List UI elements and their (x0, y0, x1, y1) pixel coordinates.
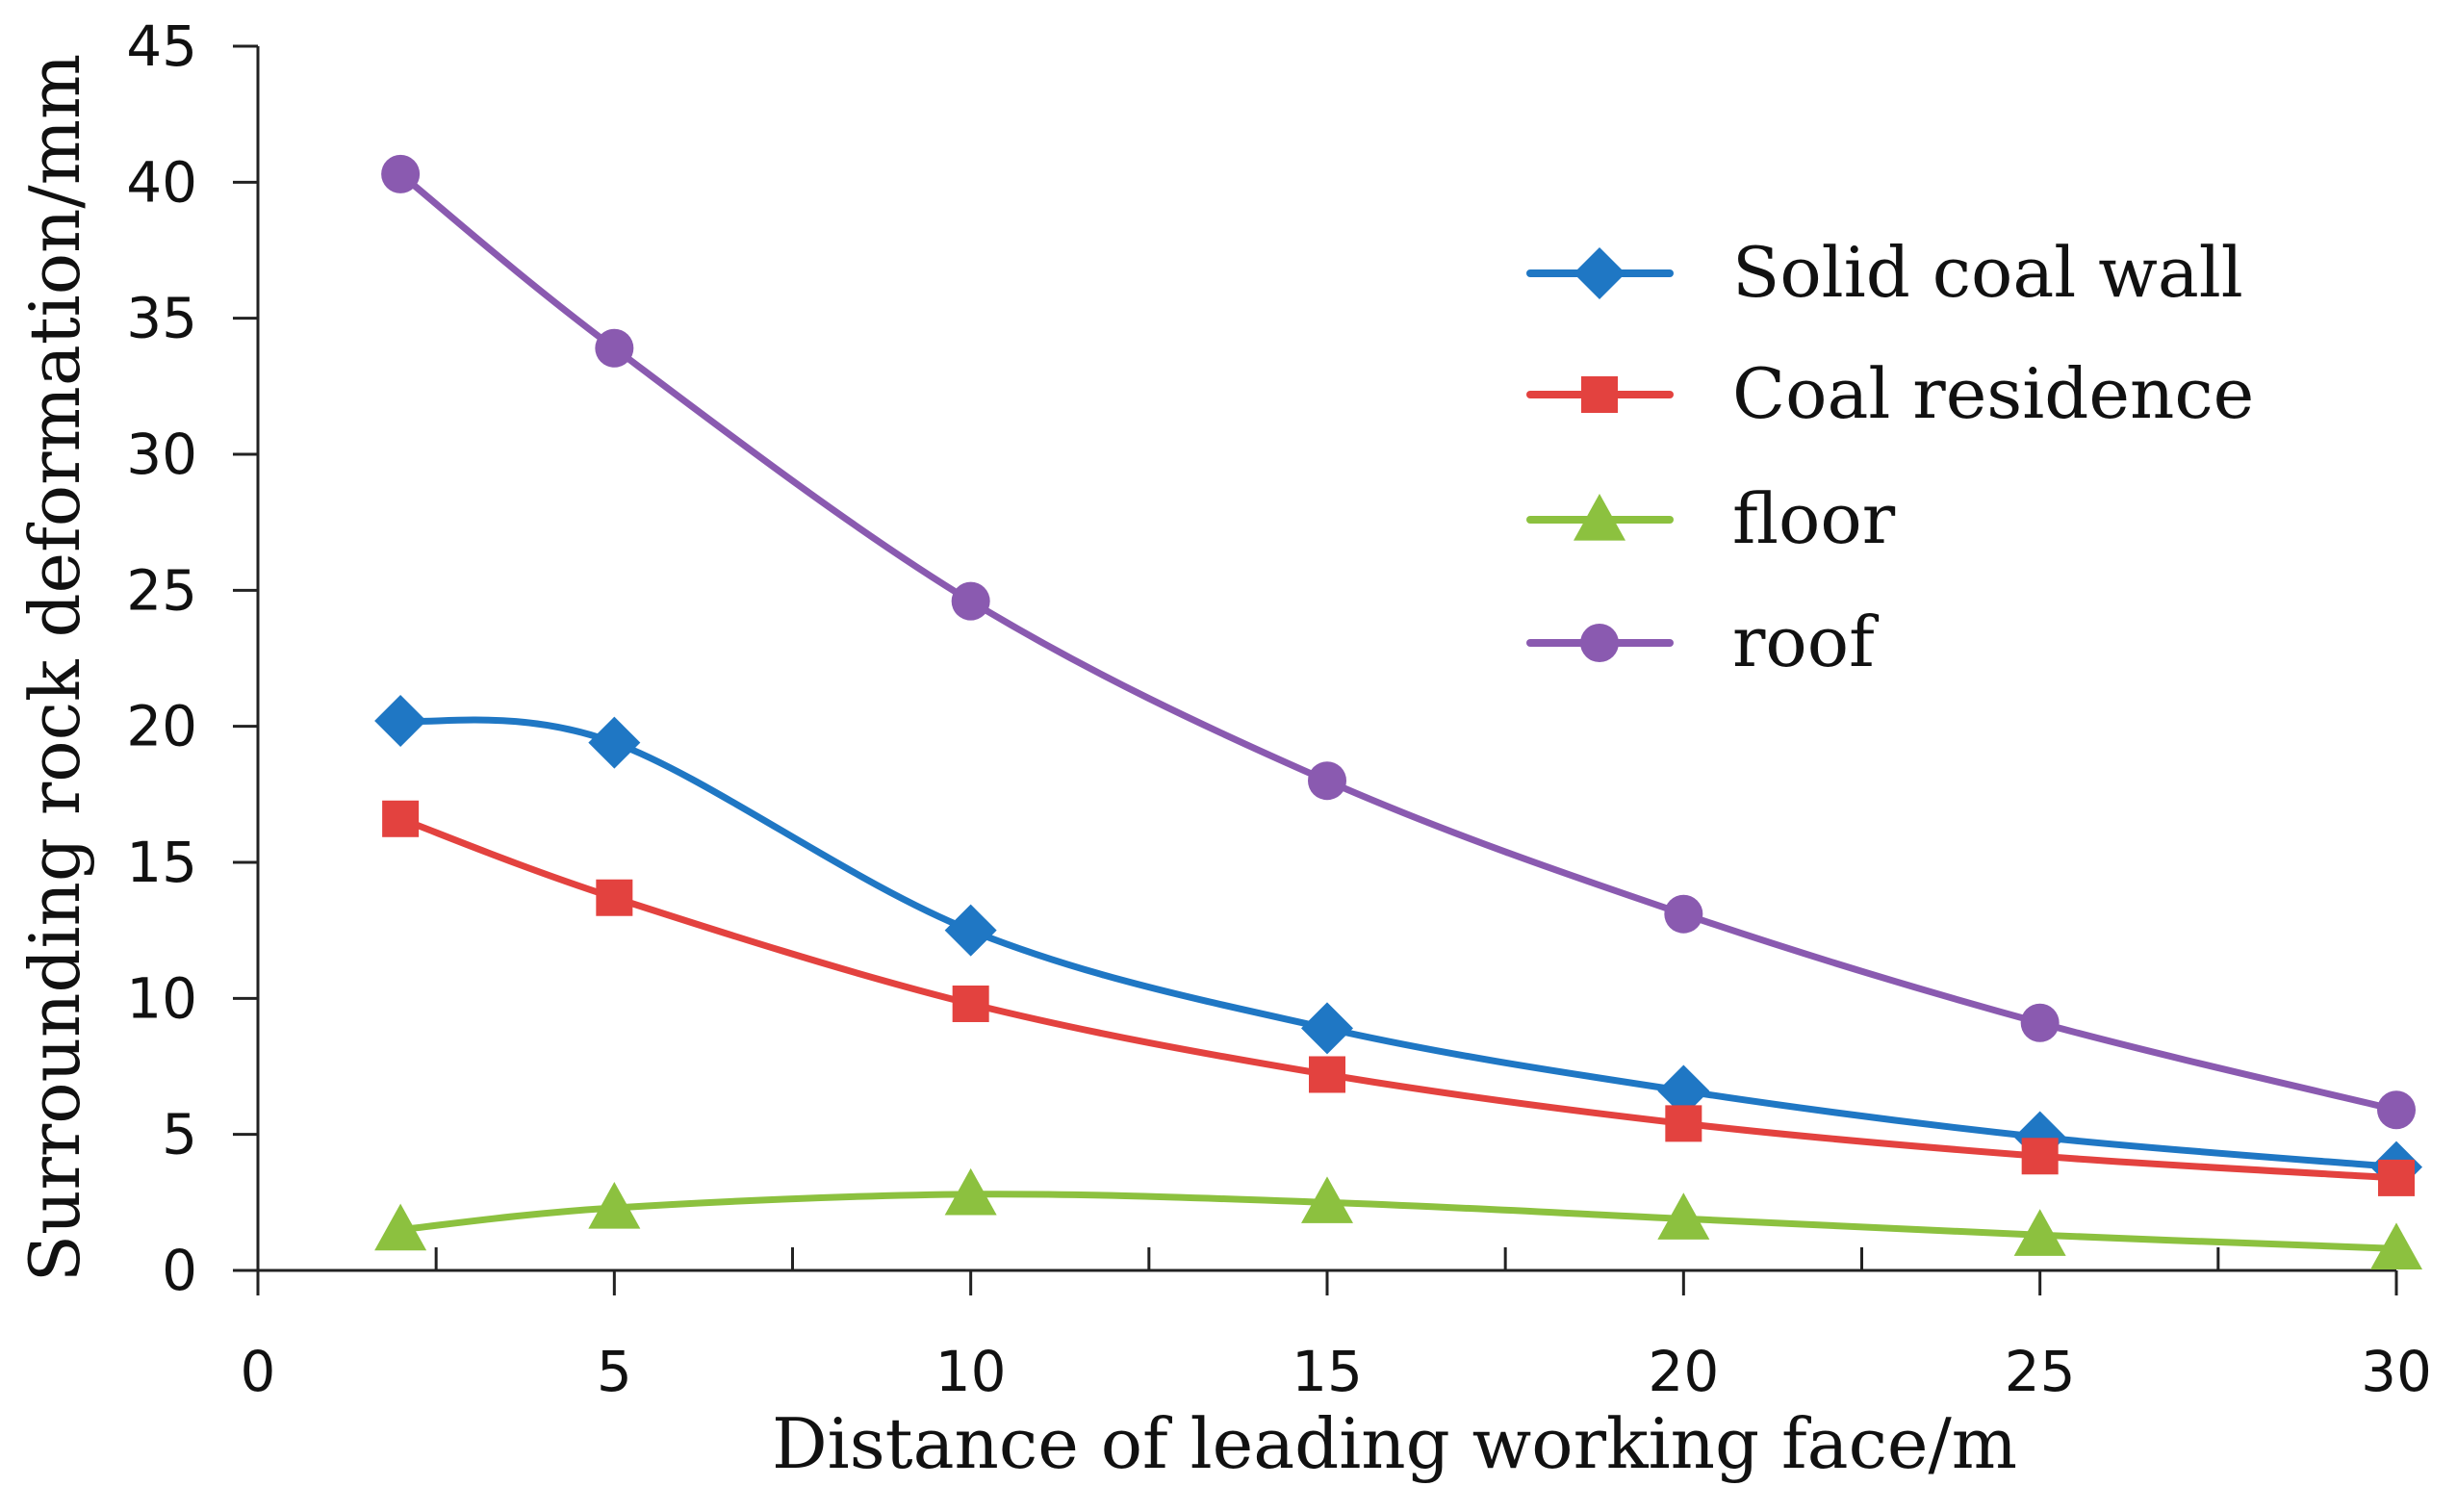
diamond-point (1301, 1002, 1353, 1055)
y-tick-label: 45 (126, 13, 197, 79)
y-tick-label: 25 (126, 557, 197, 623)
circle-point (2020, 1003, 2060, 1042)
legend-item-floor: floor (1526, 478, 1896, 559)
y-tick-label: 35 (126, 286, 197, 351)
y-tick-label: 20 (126, 694, 197, 759)
series-roof (381, 154, 2416, 1130)
legend-swatch-circle (1580, 624, 1619, 662)
x-tick-label: 10 (935, 1339, 1007, 1404)
y-tick-label: 30 (126, 422, 197, 487)
legend-swatch-triangle (1574, 494, 1625, 541)
legend-item-solid-coal-wall: Solid coal wall (1526, 232, 2243, 313)
series-solid-coal-wall (374, 695, 2422, 1193)
legend: Solid coal wall Coal residence floor roof (1526, 232, 2254, 682)
x-tick-label: 30 (2361, 1339, 2432, 1404)
y-tick-label: 0 (162, 1238, 197, 1303)
series-line (397, 716, 2400, 1171)
legend-item-coal-residence: Coal residence (1526, 353, 2254, 434)
diamond-point (1657, 1064, 1710, 1117)
triangle-point (374, 1203, 427, 1251)
x-tick-label: 25 (2005, 1339, 2076, 1404)
y-tick-label: 10 (126, 965, 197, 1031)
series-line (397, 1191, 2400, 1252)
x-tick-label: 15 (1292, 1339, 1363, 1404)
square-point (596, 879, 633, 916)
square-point (952, 985, 989, 1022)
legend-swatch-square (1581, 376, 1618, 413)
x-tick-label: 20 (1648, 1339, 1719, 1404)
square-point (1309, 1056, 1345, 1093)
y-tick-label: 5 (162, 1102, 197, 1167)
square-point (382, 800, 420, 837)
circle-point (1664, 894, 1703, 934)
circle-point (595, 328, 634, 368)
legend-label: Solid coal wall (1732, 232, 2243, 313)
y-tick-label: 15 (126, 830, 197, 895)
series-line (397, 815, 2400, 1182)
circle-point (2377, 1090, 2416, 1130)
y-axis-title: Surrounding rock deformation/mm (14, 54, 95, 1283)
triangle-point (2013, 1209, 2066, 1256)
triangle-point (944, 1167, 997, 1216)
square-point (2021, 1138, 2059, 1175)
triangle-point (1657, 1192, 1710, 1240)
series-floor (374, 1167, 2422, 1269)
triangle-point (2370, 1222, 2422, 1269)
triangle-point (588, 1181, 641, 1229)
legend-swatch-diamond (1574, 247, 1625, 299)
diamond-point (374, 695, 427, 748)
diamond-point (588, 716, 641, 769)
diamond-point (944, 904, 997, 957)
x-axis-title: Distance of leading working face/m (772, 1403, 2017, 1484)
triangle-point (1301, 1176, 1353, 1223)
legend-label: roof (1732, 602, 1879, 682)
circle-point (1308, 761, 1346, 801)
circle-point (951, 581, 990, 621)
x-tick-label: 5 (597, 1339, 632, 1404)
legend-label: floor (1732, 478, 1896, 559)
square-point (2378, 1159, 2415, 1196)
series-layer (374, 154, 2422, 1269)
square-point (1665, 1105, 1702, 1142)
legend-item-roof: roof (1526, 602, 1879, 682)
circle-point (381, 154, 421, 193)
series-line (397, 170, 2400, 1114)
legend-label: Coal residence (1732, 353, 2254, 434)
series-coal-residence (382, 800, 2415, 1196)
y-tick-label: 40 (126, 149, 197, 215)
x-tick-label: 0 (241, 1339, 276, 1404)
axes: 0 5 10 15 20 25 30 35 40 45 0 5 10 15 20 25 30 (126, 13, 2432, 1404)
